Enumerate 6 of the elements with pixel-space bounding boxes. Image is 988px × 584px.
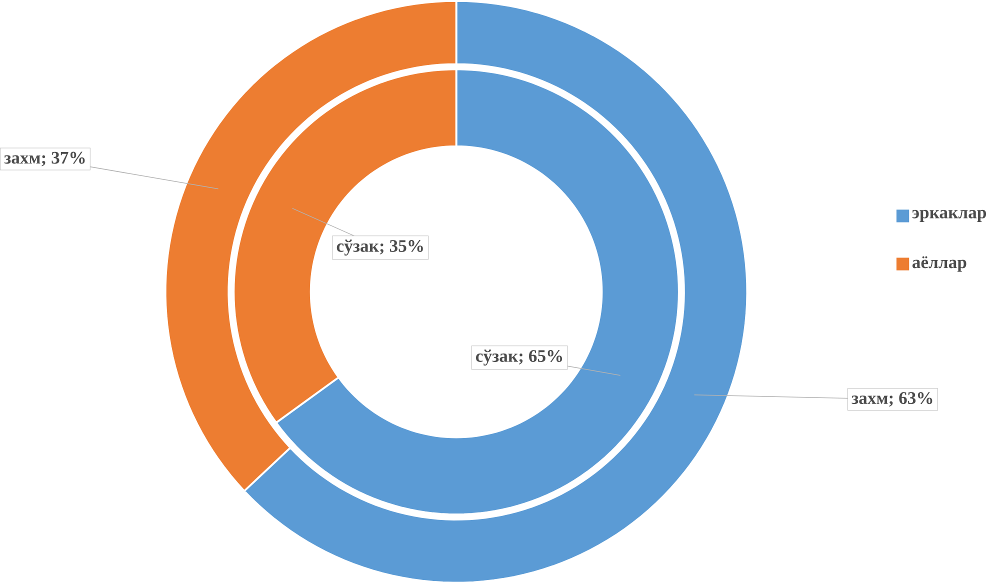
data-label: сўзак; 65%	[476, 350, 562, 366]
data-label: сўзак; 35%	[336, 240, 423, 256]
data-label: захм; 37%	[4, 152, 85, 166]
legend-label: эркаклар	[912, 210, 986, 222]
data-label: захм; 63%	[852, 392, 932, 407]
legend-label: аёллар	[912, 256, 966, 272]
